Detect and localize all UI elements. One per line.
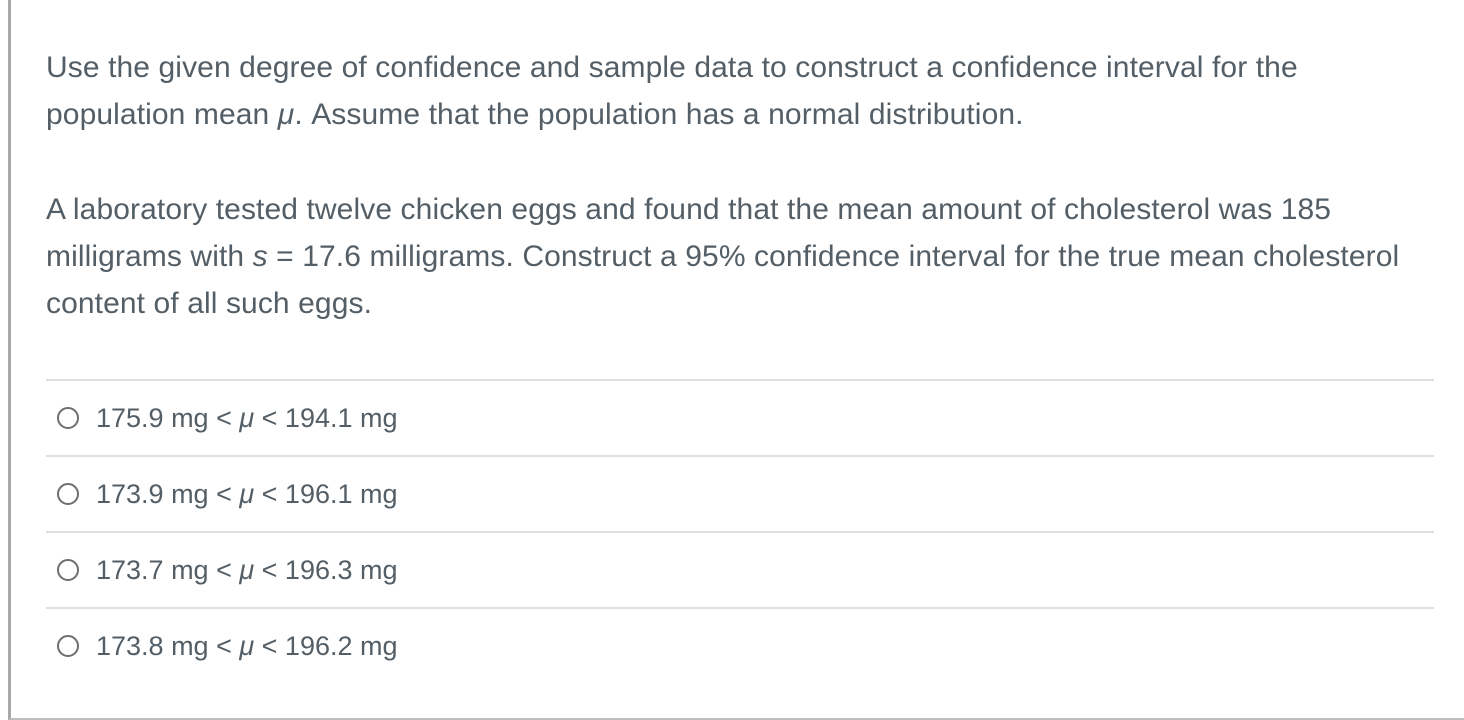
answer-label: 175.9 mg < μ < 194.1 mg — [96, 402, 398, 433]
question-instructions: Use the given degree of confidence and s… — [46, 51, 1298, 131]
answer-label: 173.7 mg < μ < 196.3 mg — [96, 554, 398, 585]
radio-button-icon[interactable] — [57, 483, 79, 505]
radio-button-icon[interactable] — [57, 407, 79, 429]
answer-option-4[interactable]: 173.8 mg < μ < 196.2 mg — [46, 607, 1434, 683]
answer-option-3[interactable]: 173.7 mg < μ < 196.3 mg — [46, 531, 1434, 607]
answer-option-2[interactable]: 173.9 mg < μ < 196.1 mg — [46, 455, 1434, 531]
question-body: A laboratory tested twelve chicken eggs … — [46, 193, 1400, 320]
question-panel-inner: Use the given degree of confidence and s… — [8, 0, 1464, 720]
radio-button-icon[interactable] — [57, 635, 79, 657]
answer-option-1[interactable]: 175.9 mg < μ < 194.1 mg — [46, 379, 1434, 455]
answer-options-list: 175.9 mg < μ < 194.1 mg 173.9 mg < μ < 1… — [46, 379, 1434, 683]
answer-label: 173.8 mg < μ < 196.2 mg — [96, 630, 398, 661]
answer-label: 173.9 mg < μ < 196.1 mg — [96, 478, 398, 509]
radio-button-icon[interactable] — [57, 559, 79, 581]
